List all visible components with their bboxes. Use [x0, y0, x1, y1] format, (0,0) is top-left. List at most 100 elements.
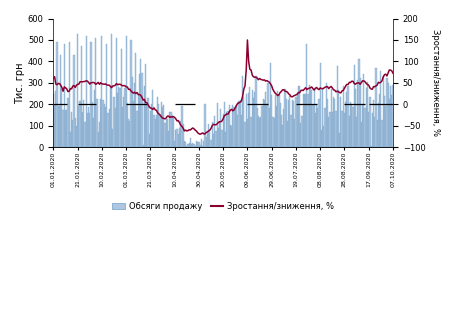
Bar — [261, 106, 263, 147]
Bar — [341, 111, 343, 147]
Bar — [361, 122, 362, 147]
Bar — [93, 118, 94, 147]
Bar — [386, 78, 388, 147]
Bar — [346, 92, 348, 147]
Bar — [113, 97, 115, 147]
Bar — [197, 142, 198, 147]
Bar — [78, 106, 80, 147]
Bar — [303, 95, 304, 147]
Bar — [72, 120, 73, 147]
Bar — [213, 134, 214, 147]
Bar — [355, 89, 356, 147]
Bar — [58, 106, 59, 147]
Bar — [164, 123, 166, 147]
Bar — [121, 48, 122, 147]
Bar — [105, 107, 106, 147]
Bar — [337, 66, 338, 147]
Bar — [378, 103, 379, 147]
Bar — [82, 111, 83, 147]
Bar — [220, 109, 221, 147]
Bar — [87, 112, 88, 147]
Bar — [217, 128, 219, 147]
Bar — [290, 115, 292, 147]
Bar — [155, 119, 156, 147]
Bar — [167, 119, 168, 147]
Bar — [174, 141, 175, 147]
Bar — [295, 97, 297, 147]
Bar — [140, 59, 142, 147]
Bar — [175, 130, 177, 147]
Bar — [328, 117, 329, 147]
Y-axis label: Тис. грн: Тис. грн — [15, 62, 25, 104]
Bar — [222, 114, 224, 147]
Bar — [357, 80, 359, 147]
Bar — [112, 129, 113, 147]
Bar — [156, 115, 157, 147]
Bar — [160, 115, 161, 147]
Bar — [259, 118, 260, 147]
Bar — [116, 38, 117, 147]
Bar — [120, 88, 121, 147]
Bar — [70, 132, 71, 147]
Bar — [189, 143, 190, 147]
Bar — [293, 101, 294, 147]
Bar — [171, 112, 172, 147]
Bar — [226, 112, 228, 147]
Bar — [107, 113, 109, 147]
Bar — [286, 99, 287, 147]
Bar — [333, 97, 334, 147]
Bar — [126, 36, 127, 147]
Bar — [109, 109, 110, 147]
Bar — [339, 133, 340, 147]
Bar — [248, 93, 249, 147]
Bar — [153, 115, 155, 147]
Bar — [388, 83, 389, 147]
Bar — [62, 110, 64, 147]
Bar — [294, 119, 295, 147]
Bar — [211, 140, 212, 147]
Bar — [206, 137, 207, 147]
Bar — [344, 113, 345, 147]
Bar — [340, 97, 341, 147]
Bar — [327, 99, 328, 147]
Bar — [356, 117, 357, 147]
Bar — [106, 44, 107, 147]
Bar — [300, 123, 301, 147]
Bar — [243, 97, 244, 147]
Bar — [61, 89, 62, 147]
Bar — [149, 134, 150, 147]
Bar — [270, 63, 271, 147]
Bar — [182, 124, 184, 147]
Bar — [244, 122, 246, 147]
Bar — [66, 110, 67, 147]
Bar — [239, 100, 241, 147]
Bar — [273, 118, 275, 147]
Bar — [282, 125, 283, 147]
Bar — [88, 107, 89, 147]
Bar — [330, 89, 332, 147]
Bar — [158, 104, 160, 147]
Bar — [230, 125, 231, 147]
Bar — [221, 130, 222, 147]
Bar — [253, 98, 254, 147]
Bar — [111, 33, 112, 147]
Bar — [67, 98, 69, 147]
Bar — [151, 104, 152, 147]
Bar — [249, 87, 250, 147]
Bar — [94, 90, 95, 147]
Bar — [380, 71, 381, 147]
Bar — [318, 99, 319, 147]
Bar — [268, 108, 270, 147]
Bar — [306, 44, 308, 147]
Bar — [157, 97, 158, 147]
Bar — [53, 94, 54, 147]
Bar — [233, 107, 235, 147]
Bar — [198, 142, 200, 147]
Bar — [247, 119, 248, 147]
Bar — [308, 85, 310, 147]
Bar — [202, 146, 203, 147]
Bar — [224, 102, 225, 147]
Bar — [367, 83, 368, 147]
Bar — [283, 109, 284, 147]
Bar — [246, 95, 247, 147]
